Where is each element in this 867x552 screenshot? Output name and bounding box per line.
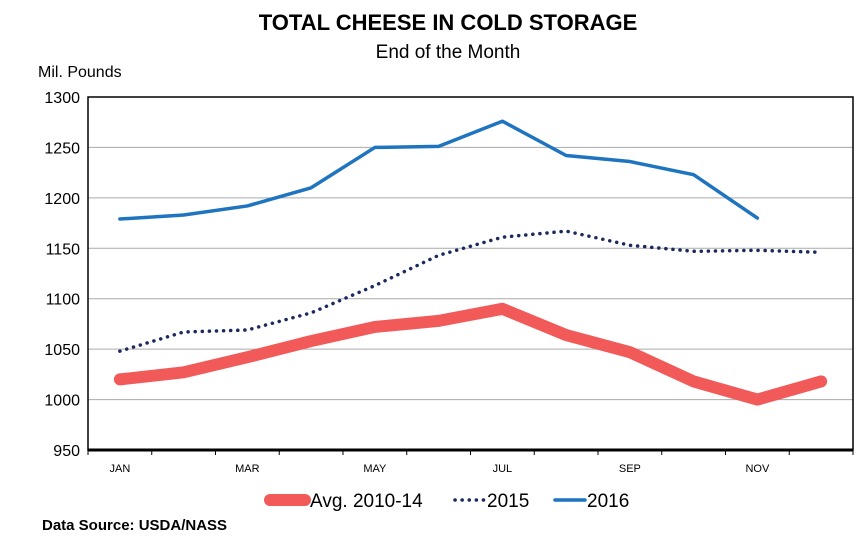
series-line-avg-2010-14 <box>113 302 828 406</box>
y-tick-label: 1200 <box>44 191 80 208</box>
y-tick-label: 1300 <box>44 90 80 107</box>
series-line-2015 <box>118 229 823 353</box>
legend-label: 2016 <box>587 491 629 512</box>
x-tick-label: MAY <box>363 463 387 475</box>
x-tick-label: JUL <box>493 463 513 475</box>
x-tick-label: NOV <box>745 463 770 475</box>
y-tick-label: 1100 <box>46 292 81 309</box>
y-tick-label: 1250 <box>44 140 80 157</box>
y-tick-label: 1050 <box>44 342 80 359</box>
y-tick-label: 1150 <box>46 241 81 258</box>
data-source: Data Source: USDA/NASS <box>42 517 227 534</box>
x-tick-label: JAN <box>109 463 130 475</box>
chart-subtitle: End of the Month <box>376 42 521 63</box>
legend-label: 2015 <box>487 491 529 512</box>
y-tick-label: 950 <box>53 443 80 460</box>
legend-label: Avg. 2010-14 <box>310 491 423 512</box>
series-line-2016 <box>118 119 760 221</box>
y-tick-label: 1000 <box>44 393 80 410</box>
y-axis-label: Mil. Pounds <box>38 64 122 81</box>
x-tick-label: SEP <box>619 463 641 475</box>
x-tick-label: MAR <box>235 463 260 475</box>
chart-title: TOTAL CHEESE IN COLD STORAGE <box>259 10 638 35</box>
